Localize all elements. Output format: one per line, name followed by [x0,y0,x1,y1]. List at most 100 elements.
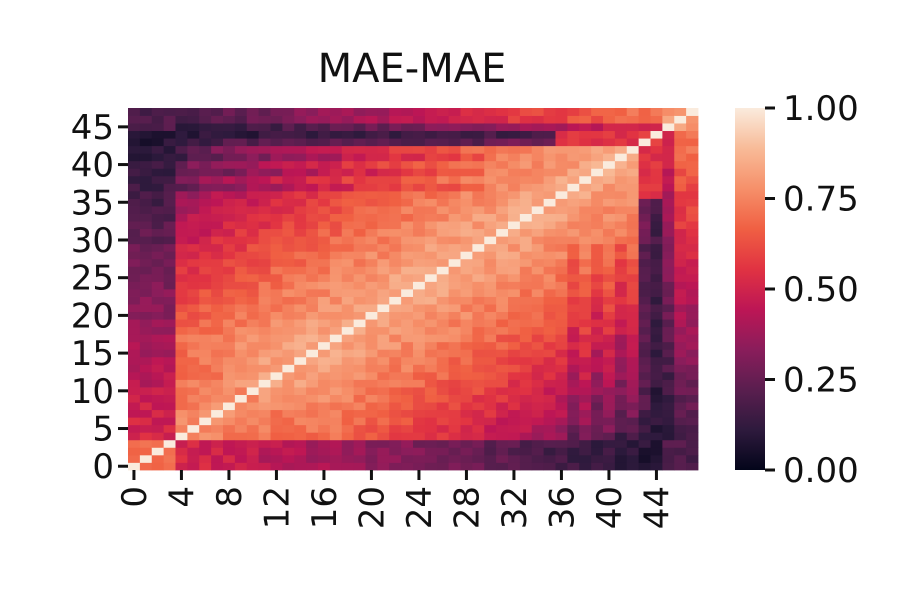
heatmap-cell [341,153,355,162]
heatmap-cell [282,349,295,358]
heatmap-cell [472,160,485,169]
heatmap-cell [199,387,212,395]
heatmap-cell [674,394,687,403]
heatmap-cell [662,183,675,192]
heatmap-cell [353,160,366,169]
heatmap-cell [341,273,355,282]
heatmap-cell [662,115,675,124]
heatmap-cell [139,432,153,441]
heatmap-cell [175,258,188,267]
heatmap-cell [199,130,212,139]
heatmap-cell [377,221,390,230]
heatmap-cell [353,364,366,373]
heatmap-cell [365,145,378,154]
heatmap-cell [448,123,461,132]
heatmap-cell [686,356,699,365]
heatmap-cell [223,206,236,214]
heatmap-cell [282,409,295,418]
heatmap-cell [448,175,461,184]
heatmap-cell [270,281,283,290]
heatmap-cell [555,379,568,388]
heatmap-cell [377,183,390,192]
heatmap-cell [318,168,331,177]
heatmap-cell [377,311,390,320]
colorbar-tick-label: 0.50 [783,270,859,310]
heatmap-cell [436,319,450,328]
heatmap-cell [543,402,556,411]
heatmap-cell [211,183,224,192]
heatmap-cell [579,266,592,275]
heatmap-cell [448,145,461,154]
heatmap-cell [175,266,188,275]
heatmap-cell [282,281,295,290]
heatmap-cell [674,447,687,456]
heatmap-cell [686,424,699,433]
heatmap-cell [543,221,556,230]
heatmap-cell [389,281,402,290]
heatmap-cell [341,319,355,328]
heatmap-cell [306,145,319,154]
heatmap-cell [234,123,248,132]
heatmap-cell [282,394,295,403]
heatmap-cell [626,236,640,245]
heatmap-cell [365,206,378,214]
heatmap-cells [128,108,699,471]
heatmap-cell [306,439,319,448]
heatmap-cell [294,356,307,365]
heatmap-cell [638,213,651,222]
heatmap-cell [591,394,604,403]
heatmap-cell [151,251,165,260]
heatmap-cell [282,447,295,456]
heatmap-cell [686,334,699,343]
heatmap-cell [508,243,521,252]
heatmap-cell [603,198,616,207]
heatmap-cell [318,115,331,124]
heatmap-cell [199,341,212,350]
heatmap-cell [579,326,592,335]
heatmap-cell [614,281,628,290]
heatmap-cell [151,145,165,154]
heatmap-cell [460,319,473,328]
heatmap-cell [365,168,378,177]
heatmap-cell [579,198,592,207]
heatmap-cell [424,319,438,328]
heatmap-cell [686,198,699,207]
heatmap-cell [128,454,141,463]
heatmap-cell [139,462,153,471]
heatmap-cell [341,296,355,305]
heatmap-cell [139,160,153,169]
heatmap-cell [329,387,343,395]
heatmap-cell [484,356,497,365]
heatmap-cell [163,462,176,471]
heatmap-cell [531,160,545,169]
heatmap-cell [341,326,355,335]
heatmap-cell [603,190,616,199]
heatmap-cell [531,198,545,207]
heatmap-cell [258,454,271,463]
heatmap-cell [519,334,533,343]
heatmap-cell [151,379,165,388]
heatmap-cell [579,439,592,448]
heatmap-cell [377,394,390,403]
heatmap-cell [151,462,165,471]
heatmap-cell [508,289,521,297]
heatmap-cell [496,356,509,365]
heatmap-cell [460,175,473,184]
heatmap-cell [329,228,343,237]
heatmap-cell [282,130,295,139]
heatmap-cell [329,311,343,320]
heatmap-cell [614,258,628,267]
heatmap-cell [436,387,450,395]
heatmap-cell [650,236,663,245]
heatmap-cell [519,349,533,358]
heatmap-cell [211,123,224,132]
heatmap-cell [614,273,628,282]
heatmap-cell [567,311,580,320]
heatmap-cell [175,326,188,335]
heatmap-cell [306,341,319,350]
heatmap-cell [223,183,236,192]
heatmap-cell [223,304,236,313]
heatmap-cell [436,175,450,184]
heatmap-cell [460,454,473,463]
heatmap-cell [484,402,497,411]
